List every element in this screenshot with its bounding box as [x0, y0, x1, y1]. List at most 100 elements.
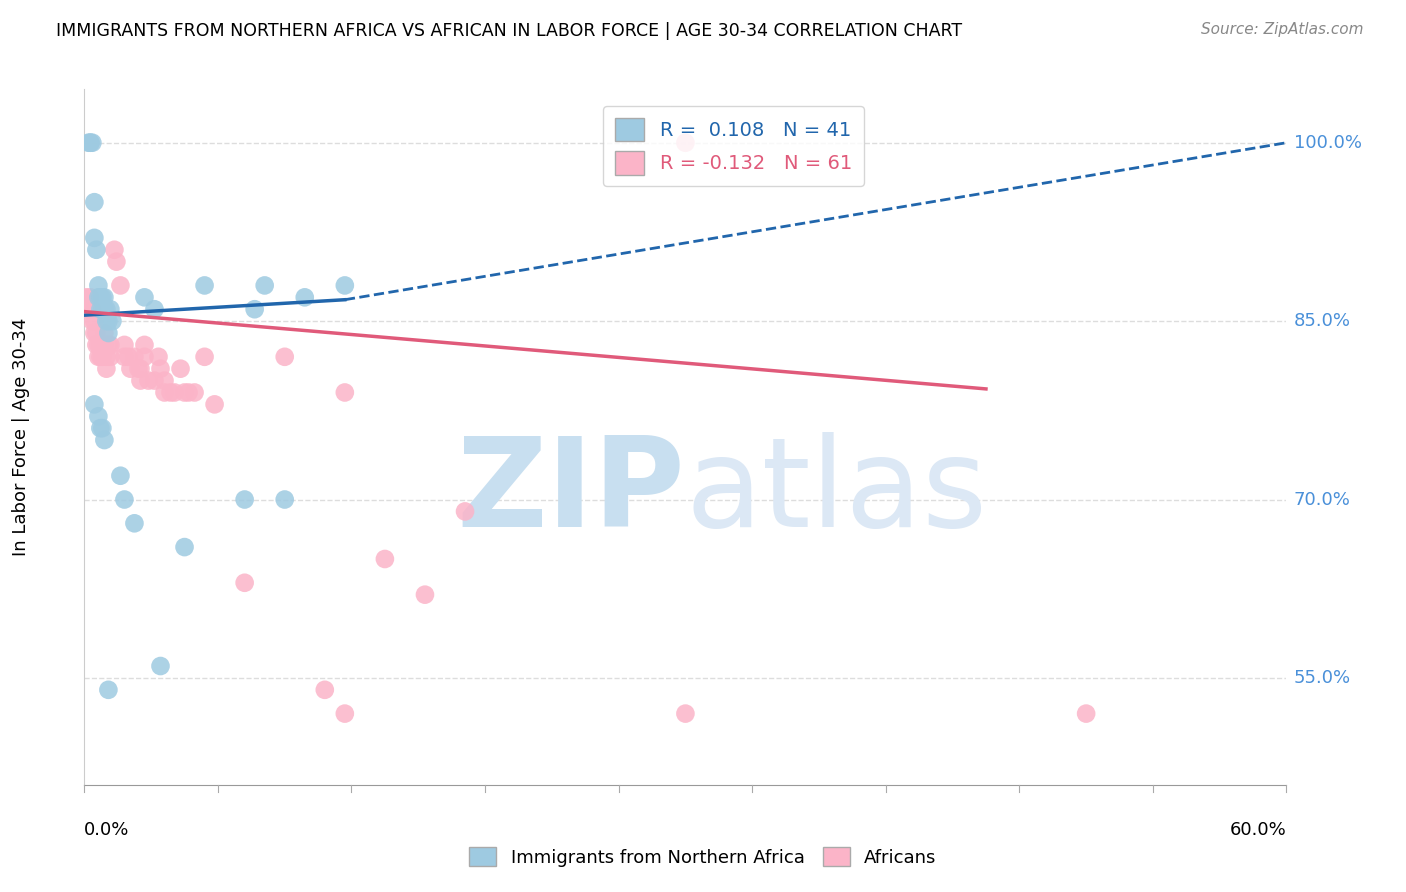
Point: [675, 136, 697, 150]
Point: [173, 385, 195, 400]
Point: [93, 338, 115, 352]
Point: [333, 385, 356, 400]
Point: [89, 302, 111, 317]
Point: [114, 338, 135, 352]
Point: [233, 492, 256, 507]
Text: atlas: atlas: [686, 433, 987, 553]
Point: [89, 350, 111, 364]
Point: [91, 290, 114, 304]
Point: [83, 326, 105, 340]
Point: [97, 314, 120, 328]
Point: [105, 254, 128, 268]
Point: [86, 243, 108, 257]
Legend: R =  0.108   N = 41, R = -0.132   N = 61: R = 0.108 N = 41, R = -0.132 N = 61: [603, 106, 863, 186]
Point: [97, 682, 120, 697]
Point: [82, 314, 104, 328]
Point: [103, 243, 125, 257]
Point: [87, 338, 110, 352]
Point: [163, 385, 186, 400]
Point: [153, 374, 176, 388]
Point: [114, 350, 135, 364]
Text: 85.0%: 85.0%: [1294, 312, 1351, 330]
Point: [120, 361, 142, 376]
Point: [83, 314, 105, 328]
Point: [110, 468, 132, 483]
Point: [675, 706, 697, 721]
Point: [124, 516, 146, 531]
Point: [138, 374, 160, 388]
Point: [183, 385, 205, 400]
Text: 100.0%: 100.0%: [1294, 134, 1361, 152]
Point: [83, 195, 105, 210]
Point: [1076, 706, 1098, 721]
Point: [148, 350, 170, 364]
Point: [87, 350, 110, 364]
Point: [143, 302, 166, 317]
Point: [127, 361, 149, 376]
Point: [153, 385, 176, 400]
Point: [374, 552, 396, 566]
Point: [149, 659, 172, 673]
Point: [89, 421, 111, 435]
Point: [134, 350, 156, 364]
Point: [129, 361, 152, 376]
Point: [194, 278, 217, 293]
Point: [274, 492, 297, 507]
Point: [233, 575, 256, 590]
Point: [87, 278, 110, 293]
Point: [75, 290, 97, 304]
Point: [333, 706, 356, 721]
Point: [83, 397, 105, 411]
Point: [169, 361, 191, 376]
Text: 60.0%: 60.0%: [1230, 821, 1286, 838]
Point: [243, 302, 266, 317]
Point: [93, 433, 115, 447]
Point: [129, 374, 152, 388]
Point: [89, 338, 111, 352]
Point: [89, 290, 111, 304]
Point: [149, 361, 172, 376]
Point: [314, 682, 336, 697]
Point: [93, 290, 115, 304]
Point: [117, 350, 139, 364]
Point: [77, 302, 100, 317]
Text: 0.0%: 0.0%: [84, 821, 129, 838]
Legend: Immigrants from Northern Africa, Africans: Immigrants from Northern Africa, African…: [463, 840, 943, 874]
Point: [79, 290, 101, 304]
Point: [96, 314, 118, 328]
Point: [87, 409, 110, 424]
Point: [134, 290, 156, 304]
Point: [82, 136, 104, 150]
Point: [100, 338, 122, 352]
Point: [96, 302, 118, 317]
Point: [110, 278, 132, 293]
Text: 55.0%: 55.0%: [1294, 669, 1351, 687]
Point: [114, 492, 135, 507]
Point: [124, 350, 146, 364]
Point: [253, 278, 276, 293]
Point: [194, 350, 217, 364]
Point: [86, 338, 108, 352]
Point: [159, 385, 181, 400]
Point: [97, 338, 120, 352]
Point: [333, 278, 356, 293]
Text: 70.0%: 70.0%: [1294, 491, 1350, 508]
Point: [204, 397, 226, 411]
Point: [93, 326, 115, 340]
Point: [79, 136, 101, 150]
Point: [79, 136, 101, 150]
Point: [274, 350, 297, 364]
Point: [143, 374, 166, 388]
Point: [100, 350, 122, 364]
Text: IMMIGRANTS FROM NORTHERN AFRICA VS AFRICAN IN LABOR FORCE | AGE 30-34 CORRELATIO: IMMIGRANTS FROM NORTHERN AFRICA VS AFRIC…: [56, 22, 962, 40]
Point: [454, 504, 477, 518]
Text: In Labor Force | Age 30-34: In Labor Force | Age 30-34: [13, 318, 30, 557]
Point: [91, 350, 114, 364]
Text: Source: ZipAtlas.com: Source: ZipAtlas.com: [1201, 22, 1364, 37]
Point: [83, 231, 105, 245]
Point: [93, 302, 115, 317]
Point: [77, 136, 100, 150]
Point: [294, 290, 316, 304]
Point: [91, 302, 114, 317]
Point: [91, 338, 114, 352]
